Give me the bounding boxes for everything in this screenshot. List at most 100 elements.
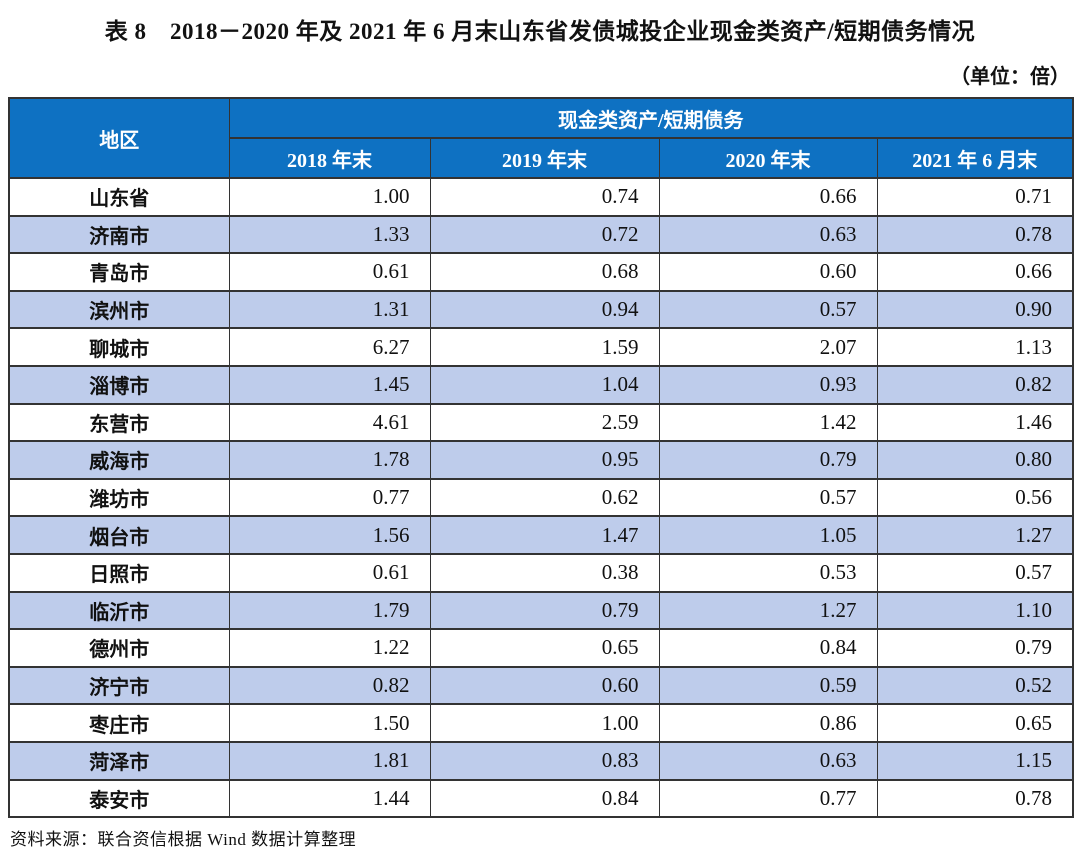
value-cell: 0.78 [876, 214, 1074, 255]
value-cell: 4.61 [228, 402, 431, 443]
value-cell: 1.56 [228, 515, 431, 555]
header-row-group: 地区 现金类资产/短期债务 [8, 97, 1074, 179]
value-cell: 0.79 [429, 590, 660, 631]
table-row: 青岛市 0.61 0.68 0.60 0.66 [8, 252, 1074, 292]
value-cell: 0.77 [228, 477, 431, 518]
value-cell: 1.00 [429, 703, 660, 743]
table-row: 德州市 1.22 0.65 0.84 0.79 [8, 628, 1074, 668]
value-cell: 1.81 [228, 740, 431, 781]
value-cell: 0.60 [658, 252, 878, 292]
value-cell: 0.68 [429, 252, 660, 292]
value-cell: 0.84 [429, 778, 660, 819]
value-cell: 0.57 [658, 289, 878, 330]
value-cell: 0.53 [658, 552, 878, 593]
value-cell: 0.79 [658, 440, 878, 480]
table-header: 地区 现金类资产/短期债务 2018 年末 2019 年末 2020 年末 20… [8, 97, 1074, 179]
value-cell: 0.82 [876, 364, 1074, 405]
value-cell: 0.66 [876, 252, 1074, 292]
table-row: 枣庄市 1.50 1.00 0.86 0.65 [8, 703, 1074, 743]
value-cell: 0.65 [429, 628, 660, 668]
value-cell: 0.66 [658, 177, 878, 217]
value-cell: 0.56 [876, 477, 1074, 518]
value-cell: 0.38 [429, 552, 660, 593]
source-note: 资料来源：联合资信根据 Wind 数据计算整理 [10, 830, 357, 850]
value-cell: 0.71 [876, 177, 1074, 217]
value-cell: 1.00 [228, 177, 431, 217]
value-cell: 0.93 [658, 364, 878, 405]
value-cell: 2.07 [658, 327, 878, 367]
value-cell: 1.46 [876, 402, 1074, 443]
value-cell: 1.47 [429, 515, 660, 555]
column-header-2018: 2018 年末 [228, 137, 431, 179]
region-cell: 日照市 [8, 552, 230, 593]
region-cell: 烟台市 [8, 515, 230, 555]
table-title: 表 8 2018－2020 年及 2021 年 6 月末山东省发债城投企业现金类… [104, 19, 976, 44]
region-cell: 泰安市 [8, 778, 230, 819]
table-row: 济南市 1.33 0.72 0.63 0.78 [8, 214, 1074, 255]
column-header-2019: 2019 年末 [429, 137, 660, 179]
value-cell: 0.78 [876, 778, 1074, 819]
table-row: 济宁市 0.82 0.60 0.59 0.52 [8, 665, 1074, 706]
header-row-periods: 2018 年末 2019 年末 2020 年末 2021 年 6 月末 [9, 137, 1074, 179]
value-cell: 0.83 [429, 740, 660, 781]
value-cell: 1.59 [429, 327, 660, 367]
value-cell: 6.27 [228, 327, 431, 367]
region-cell: 德州市 [8, 628, 230, 668]
value-cell: 1.05 [658, 515, 878, 555]
value-cell: 1.10 [876, 590, 1074, 631]
region-cell: 菏泽市 [8, 740, 230, 781]
region-cell: 青岛市 [8, 252, 230, 292]
table-row: 山东省 1.00 0.74 0.66 0.71 [8, 177, 1074, 217]
group-column-header: 现金类资产/短期债务 [228, 97, 1074, 139]
value-cell: 1.79 [228, 590, 431, 631]
value-cell: 0.80 [876, 440, 1074, 480]
value-cell: 0.60 [429, 665, 660, 706]
value-cell: 0.61 [228, 552, 431, 593]
value-cell: 0.72 [429, 214, 660, 255]
unit-label: （单位：倍） [950, 66, 1070, 88]
table-row: 聊城市 6.27 1.59 2.07 1.13 [8, 327, 1074, 367]
region-cell: 东营市 [8, 402, 230, 443]
value-cell: 1.27 [876, 515, 1074, 555]
value-cell: 0.79 [876, 628, 1074, 668]
table-row: 日照市 0.61 0.38 0.53 0.57 [8, 552, 1074, 593]
value-cell: 0.61 [228, 252, 431, 292]
value-cell: 0.57 [876, 552, 1074, 593]
region-cell: 临沂市 [8, 590, 230, 631]
value-cell: 1.31 [228, 289, 431, 330]
value-cell: 0.62 [429, 477, 660, 518]
value-cell: 1.15 [876, 740, 1074, 781]
region-column-header: 地区 [8, 97, 230, 179]
value-cell: 0.94 [429, 289, 660, 330]
table-body: 山东省 1.00 0.74 0.66 0.71 济南市 1.33 0.72 0.63 0.78 青岛… [8, 177, 1074, 819]
table-row: 东营市 4.61 2.59 1.42 1.46 [8, 402, 1074, 443]
value-cell: 1.50 [228, 703, 431, 743]
region-cell: 济宁市 [8, 665, 230, 706]
region-cell: 聊城市 [8, 327, 230, 367]
table-row: 烟台市 1.56 1.47 1.05 1.27 [8, 515, 1074, 555]
column-header-2021h1: 2021 年 6 月末 [876, 137, 1074, 179]
value-cell: 0.90 [876, 289, 1074, 330]
value-cell: 1.78 [228, 440, 431, 480]
table-row: 临沂市 1.79 0.79 1.27 1.10 [8, 590, 1074, 631]
region-cell: 滨州市 [8, 289, 230, 330]
value-cell: 0.95 [429, 440, 660, 480]
value-cell: 0.65 [876, 703, 1074, 743]
table-row: 淄博市 1.45 1.04 0.93 0.82 [8, 364, 1074, 405]
value-cell: 0.59 [658, 665, 878, 706]
value-cell: 0.77 [658, 778, 878, 819]
table-row: 菏泽市 1.81 0.83 0.63 1.15 [8, 740, 1074, 781]
value-cell: 0.63 [658, 214, 878, 255]
table-row: 潍坊市 0.77 0.62 0.57 0.56 [8, 477, 1074, 518]
region-cell: 山东省 [8, 177, 230, 217]
value-cell: 0.82 [228, 665, 431, 706]
value-cell: 1.04 [429, 364, 660, 405]
region-cell: 潍坊市 [8, 477, 230, 518]
table-row: 泰安市 1.44 0.84 0.77 0.78 [8, 778, 1074, 819]
value-cell: 1.22 [228, 628, 431, 668]
value-cell: 0.52 [876, 665, 1074, 706]
value-cell: 1.13 [876, 327, 1074, 367]
table-row: 威海市 1.78 0.95 0.79 0.80 [8, 440, 1074, 480]
value-cell: 0.84 [658, 628, 878, 668]
